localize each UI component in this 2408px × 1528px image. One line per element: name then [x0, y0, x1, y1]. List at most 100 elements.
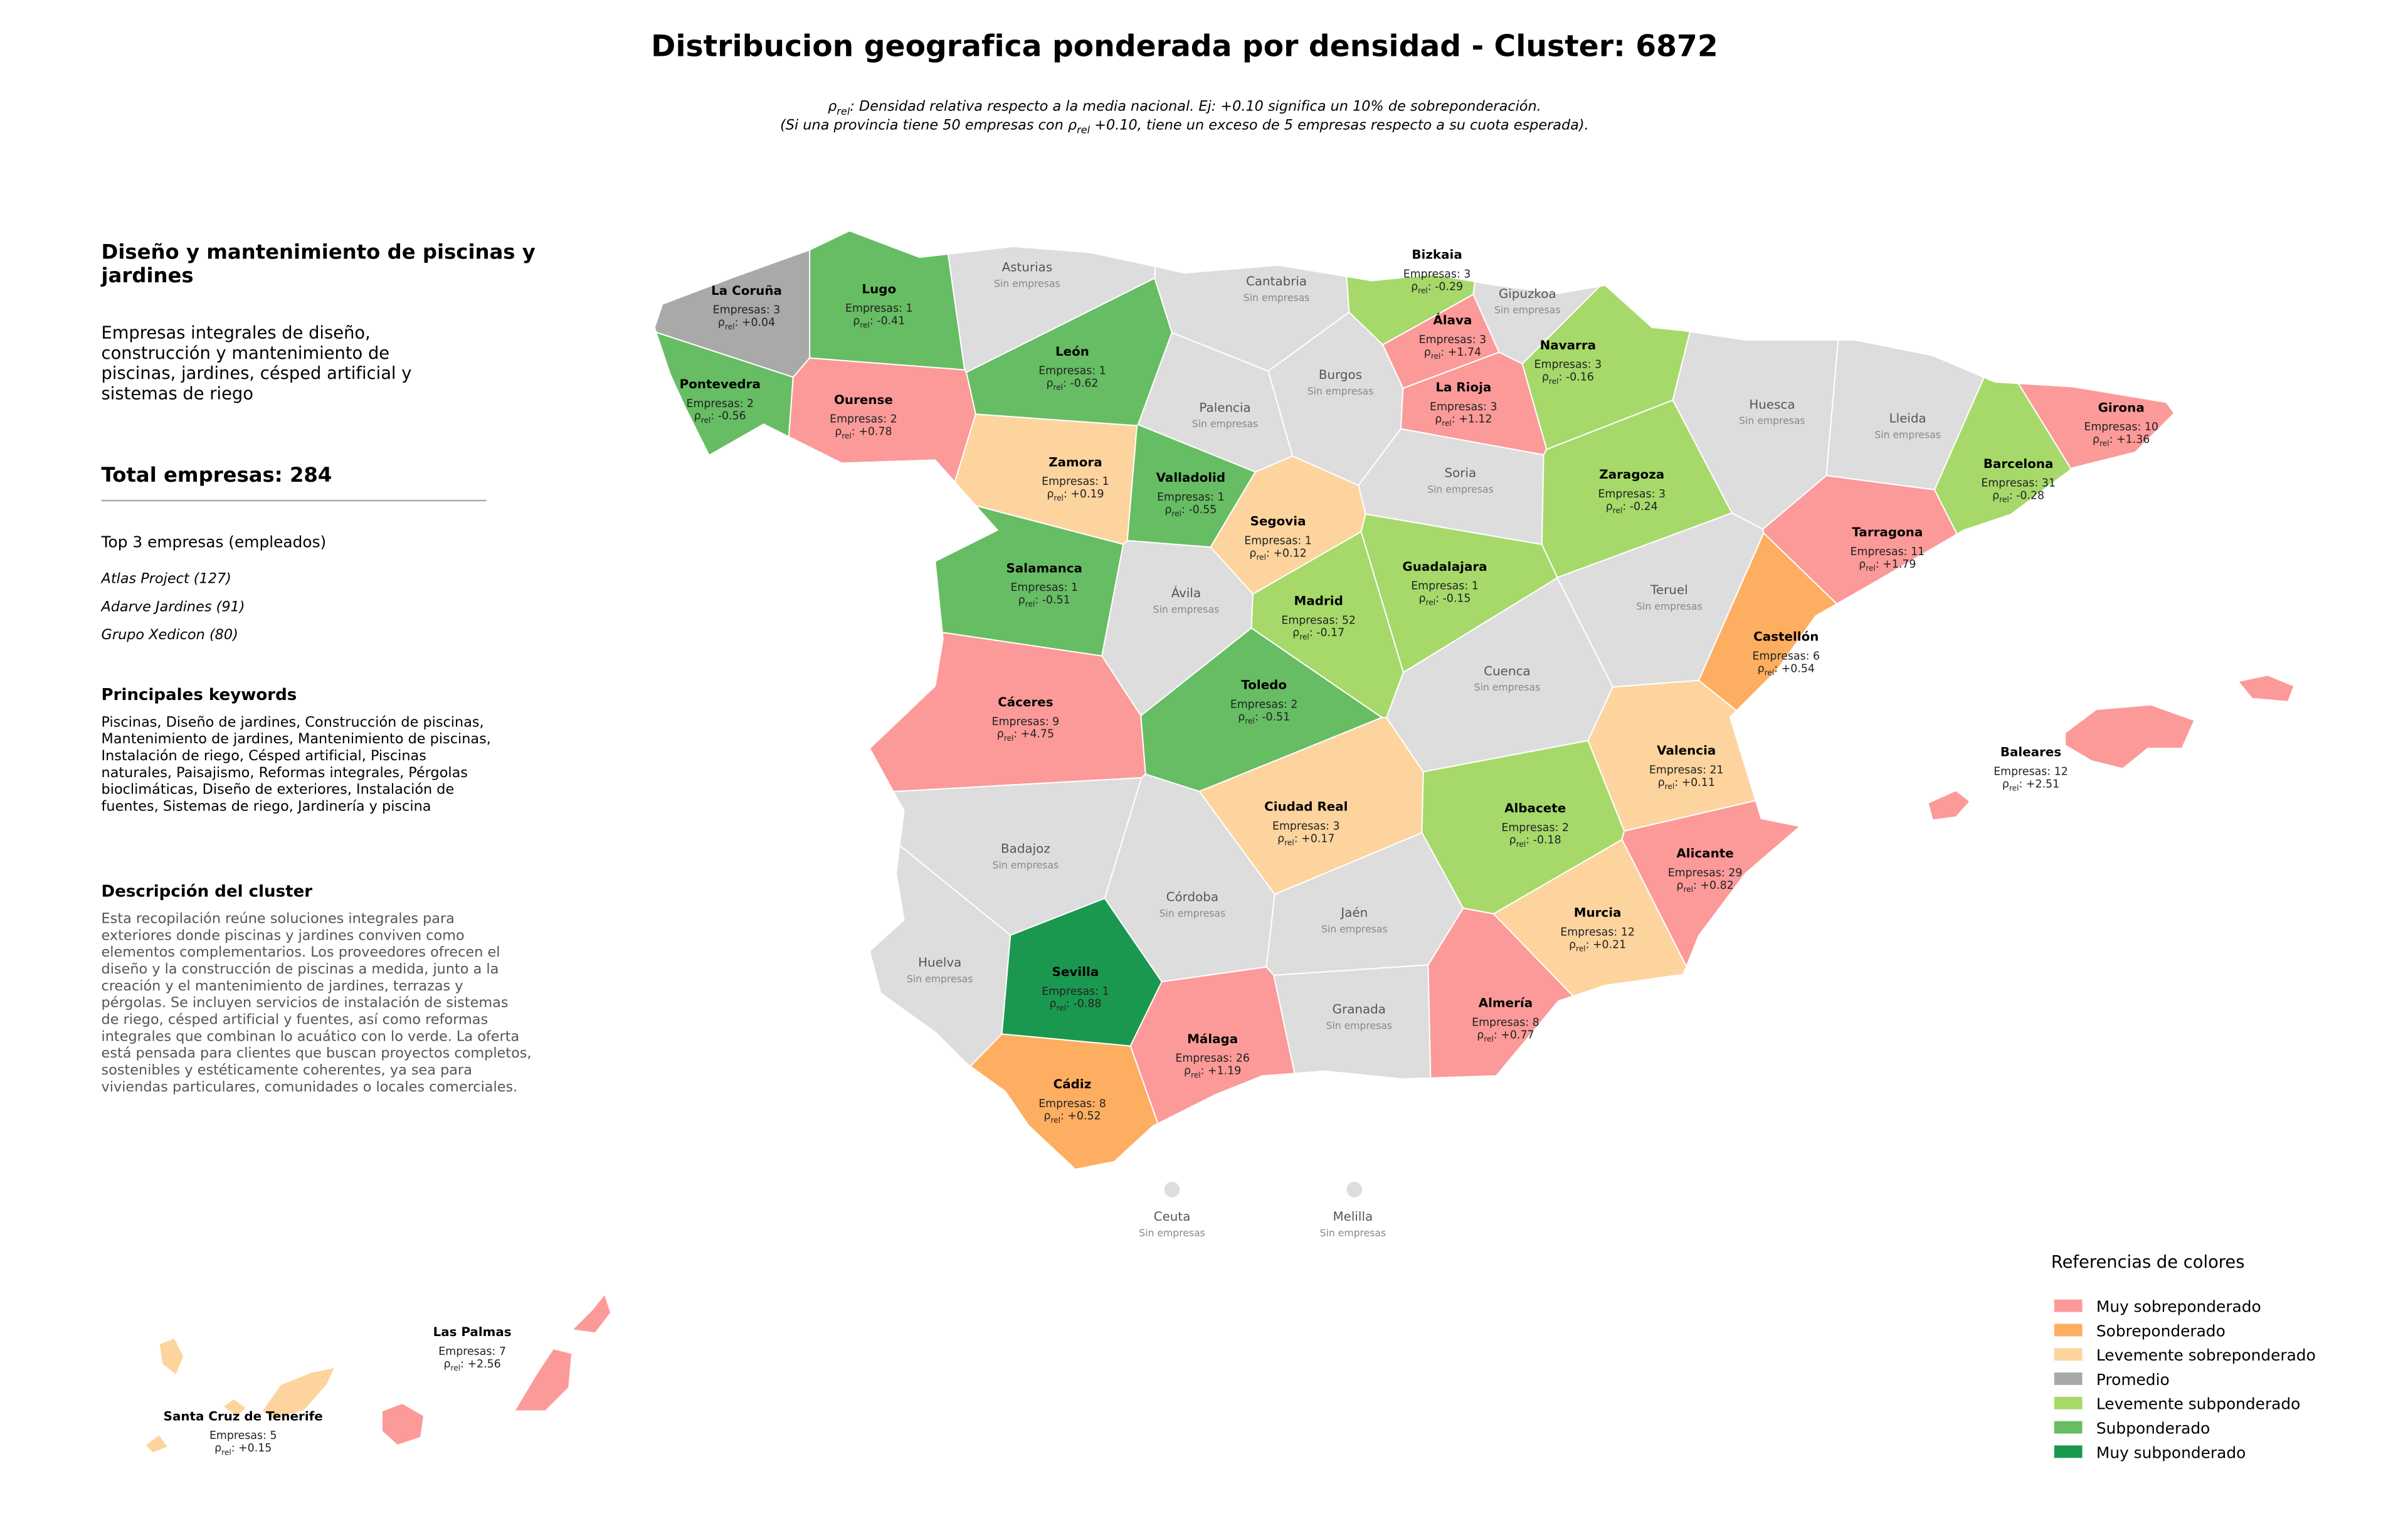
province-name: Granada — [1333, 1002, 1386, 1017]
province-name: Madrid — [1294, 593, 1343, 608]
count-prefix: Empresas: — [1281, 614, 1342, 627]
rho-separator: : — [1494, 1029, 1501, 1041]
rho-separator: : — [710, 410, 717, 423]
province-name: La Rioja — [1435, 380, 1491, 395]
rho-subscript: rel — [1516, 840, 1526, 849]
count-value: 3 — [773, 304, 780, 317]
rho-value: +4.75 — [1021, 728, 1054, 741]
rho-symbol: ρ — [997, 728, 1004, 741]
province-count: Empresas: 8 — [1038, 1098, 1106, 1110]
rho-separator: : — [1060, 1110, 1067, 1123]
rho-subscript: rel — [725, 322, 735, 331]
legend-label: Sobreponderado — [2096, 1322, 2226, 1340]
rho-subscript: rel — [1191, 1071, 1201, 1080]
subtitle-post: : Densidad relativa respecto a la media … — [850, 98, 1541, 115]
rho-value: +1.74 — [1448, 346, 1481, 359]
province-name: Huesca — [1749, 397, 1795, 411]
rho-value: -0.41 — [877, 315, 905, 327]
rho-subscript: rel — [1484, 1035, 1494, 1044]
province — [1927, 674, 2295, 821]
title: Distribucion geografica ponderada por de… — [651, 29, 1718, 64]
province-name: Lleida — [1889, 411, 1926, 426]
rho-separator: : — [1064, 488, 1070, 501]
total-empresas: Total empresas: 284 — [102, 463, 332, 487]
province-count: Empresas: 3 — [1430, 401, 1497, 413]
rho-separator: : — [1294, 832, 1301, 845]
rho-value: +0.77 — [1501, 1029, 1534, 1041]
count-prefix: Empresas: — [1993, 765, 2054, 778]
count-prefix: Empresas: — [1753, 650, 1814, 662]
province-name: Córdoba — [1166, 890, 1218, 905]
description-title: Descripción del cluster — [102, 882, 313, 901]
province-name: Barcelona — [1983, 457, 2054, 471]
province-rho: ρrel: -0.24 — [1606, 501, 1658, 515]
province-rho: ρrel: +1.12 — [1435, 413, 1492, 428]
province-name: Almería — [1479, 996, 1533, 1011]
rho-subscript: rel — [837, 105, 850, 117]
count-prefix: Empresas: — [1157, 491, 1218, 504]
rho-symbol: ρ — [1435, 413, 1442, 426]
province-name: Cuenca — [1484, 664, 1530, 678]
total-value: 284 — [290, 463, 332, 487]
count-value: 3 — [1595, 359, 1602, 371]
province-name: León — [1055, 344, 1089, 359]
keywords-line: Piscinas, Diseño de jardines, Construcci… — [102, 714, 484, 730]
province-count: Empresas: 1 — [1244, 535, 1312, 548]
island-shape — [513, 1347, 573, 1412]
rho-separator: : — [1309, 627, 1316, 639]
rho-subscript: rel — [1056, 1004, 1066, 1012]
rho-symbol: ρ — [1184, 1065, 1191, 1078]
province — [788, 357, 976, 499]
province-count: Empresas: 1 — [1042, 985, 1109, 998]
rho-separator: : — [1774, 662, 1781, 675]
count-prefix: Empresas: — [1430, 401, 1491, 413]
count-value: 10 — [2145, 421, 2158, 433]
rho-subscript: rel — [1284, 838, 1294, 847]
description-line: diseño y la construcción de piscinas a m… — [102, 961, 499, 977]
rho-symbol: ρ — [1676, 879, 1683, 892]
province — [969, 1033, 1159, 1170]
count-prefix: Empresas: — [1598, 488, 1659, 501]
legend-label: Levemente sobreponderado — [2096, 1346, 2316, 1364]
rho-value: +0.78 — [858, 426, 892, 438]
province-count: Empresas: 52 — [1281, 614, 1356, 627]
rho-symbol: ρ — [1992, 489, 1999, 502]
province-count: Empresas: 8 — [1472, 1017, 1539, 1029]
province-name: Ciudad Real — [1264, 800, 1348, 814]
keywords-title: Principales keywords — [102, 686, 297, 704]
description-line: Esta recopilación reúne soluciones integ… — [102, 911, 455, 927]
province-name: Teruel — [1650, 583, 1688, 597]
count-prefix: Empresas: — [1175, 1053, 1236, 1065]
province — [809, 230, 966, 371]
rho-subscript: rel — [1549, 377, 1559, 386]
count-prefix: Empresas: — [2084, 421, 2145, 433]
legend-label: Promedio — [2096, 1371, 2170, 1389]
rho-symbol: ρ — [1046, 378, 1053, 390]
rho-separator: : — [1266, 547, 1273, 560]
legend-swatch — [2054, 1348, 2083, 1361]
rho-separator: : — [852, 426, 858, 438]
description-line: integrales que combinan lo acuático con … — [102, 1028, 520, 1044]
province-status: Sin empresas — [993, 859, 1059, 871]
province-count: Empresas: 26 — [1175, 1053, 1250, 1065]
province-name: Álava — [1433, 313, 1472, 327]
rho-value: +0.04 — [742, 317, 775, 329]
count-prefix: Empresas: — [1472, 1017, 1533, 1029]
rho-symbol: ρ — [1569, 938, 1576, 951]
rho-value: +0.17 — [1301, 832, 1334, 845]
province-count: Empresas: 6 — [1753, 650, 1820, 662]
province-count: Empresas: 1 — [1157, 491, 1225, 504]
rho-separator: : — [1876, 558, 1883, 571]
province-rho: ρrel: +1.36 — [2093, 433, 2150, 448]
rho-symbol: ρ — [1068, 117, 1077, 133]
province-status: Sin empresas — [994, 277, 1060, 289]
top-company: Atlas Project (127) — [100, 571, 231, 587]
province-count: Empresas: 3 — [1272, 820, 1340, 832]
province-name: Bizkaia — [1412, 248, 1462, 262]
count-prefix: Empresas: — [1403, 268, 1464, 281]
province-name: Ávila — [1171, 586, 1201, 600]
province-rho: ρrel: +0.82 — [1676, 879, 1733, 894]
rho-subscript: rel — [1299, 632, 1309, 641]
count-value: 8 — [1099, 1098, 1106, 1110]
